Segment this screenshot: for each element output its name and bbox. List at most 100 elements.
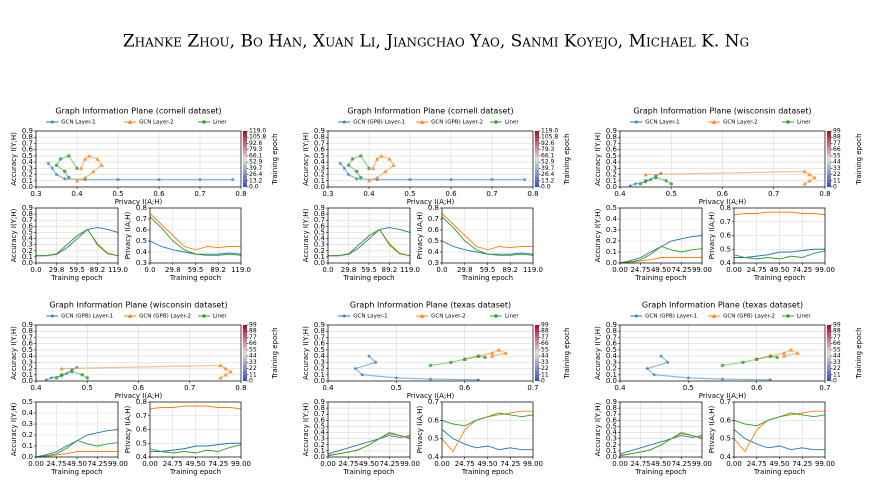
data-point [366, 178, 372, 183]
y-tick-label: 0.5 [22, 228, 33, 236]
x-tick-label: 89.2 [210, 266, 226, 274]
plot-frame [619, 401, 703, 458]
y-tick-label: 0.5 [606, 204, 617, 212]
x-tick-label: 0.3 [322, 190, 333, 198]
y-tick-label: 0.7 [720, 218, 731, 226]
colorbar-tick-label: 55 [541, 346, 549, 353]
y-tick-label: 0.2 [22, 431, 33, 439]
x-tick-label: 99.00 [231, 460, 251, 468]
x-tick-label: 89.2 [90, 266, 106, 274]
x-tick-label: 99.00 [692, 460, 712, 468]
series-line [620, 257, 702, 264]
y-tick-label: 0.0 [606, 377, 617, 385]
legend-label: Liner [505, 314, 519, 320]
x-axis-label: Training epoch [342, 468, 394, 476]
y-tick-label: 0.9 [22, 127, 33, 135]
colorbar-tick-label: 0.0 [541, 184, 551, 191]
chart-title: Graph Information Plane (cornell dataset… [55, 107, 221, 116]
y-tick-label: 0.3 [314, 164, 325, 172]
data-point [62, 169, 67, 174]
y-tick-label: 0.4 [606, 429, 618, 437]
y-tick-label: 0.9 [314, 127, 325, 135]
y-tick-label: 0.3 [314, 241, 325, 249]
y-tick-label: 0.9 [314, 204, 325, 212]
data-point [67, 175, 71, 180]
y-tick-label: 0.2 [314, 365, 325, 373]
data-point [812, 175, 817, 180]
x-tick-label: 0.4 [322, 384, 334, 392]
y-tick-label: 0.4 [314, 158, 326, 166]
x-axis-label: Privacy I(A;H) [699, 198, 747, 206]
y-axis-label: Accuracy I(Y;H) [302, 132, 310, 186]
data-point [353, 366, 358, 371]
y-tick-label: 0.0 [22, 377, 33, 385]
x-tick-label: 0.00 [434, 460, 450, 468]
y-axis-label: Accuracy I(Y;H) [302, 402, 310, 456]
x-axis-label: Privacy I(A;H) [407, 198, 455, 206]
y-tick-label: 0.1 [314, 177, 325, 185]
y-tick-label: 0.4 [22, 235, 34, 243]
y-tick-label: 0.5 [314, 346, 325, 354]
colorbar-tick-label: 88 [833, 328, 841, 335]
colorbar-tick-label: 0 [833, 378, 837, 385]
data-point [375, 156, 380, 161]
series-line [328, 228, 411, 257]
colorbar-tick-label: 22 [541, 365, 549, 372]
legend-marker [634, 313, 639, 318]
y-tick-label: 0.9 [22, 204, 33, 212]
legend-label: GCN Layer-1 [645, 120, 679, 126]
y-tick-label: 0.0 [314, 453, 325, 461]
series-line [150, 442, 241, 452]
y-tick-label: 0.4 [720, 259, 732, 267]
legend-marker [127, 313, 133, 318]
x-axis-label: Training epoch [461, 274, 513, 282]
data-point [807, 178, 812, 183]
data-point [338, 161, 343, 166]
data-point [628, 183, 633, 188]
x-tick-label: 74.25 [671, 266, 691, 274]
y-tick-label: 0.7 [136, 412, 147, 420]
y-tick-label: 0.4 [136, 453, 148, 461]
y-tick-label: 0.4 [22, 352, 34, 360]
legend-marker [711, 313, 717, 318]
x-axis-label: Privacy I(A;H) [115, 392, 163, 400]
colorbar-tick-label: 119.0 [541, 128, 558, 135]
series-line [149, 405, 242, 410]
y-tick-label: 0.7 [314, 216, 325, 224]
legend-label: Liner [213, 120, 227, 126]
data-point [428, 376, 433, 381]
colorbar-tick-label: 79.3 [249, 146, 263, 153]
y-axis-label: Accuracy I(Y;H) [302, 208, 310, 262]
y-axis-label: Privacy I(A;H) [708, 405, 716, 453]
x-tick-label: 74.25 [792, 266, 812, 274]
y-tick-label: 0.5 [606, 152, 617, 160]
colorbar-label: Training epoch [563, 133, 571, 185]
data-point [754, 357, 759, 361]
y-axis-label: Privacy I(A;H) [708, 211, 716, 259]
y-tick-label: 0.9 [606, 127, 617, 135]
y-tick-label: 0.2 [22, 171, 33, 179]
data-point [483, 355, 487, 360]
data-point [391, 163, 396, 167]
x-axis-label: Privacy I(A;H) [407, 392, 455, 400]
y-tick-label: 0.6 [720, 416, 732, 424]
y-axis-label: Accuracy I(Y;H) [10, 326, 18, 380]
chart-title: Graph Information Plane (texas dataset) [350, 301, 511, 310]
y-tick-label: 0.6 [606, 146, 618, 154]
data-point [638, 182, 643, 186]
colorbar-tick-label: 0.0 [249, 184, 259, 191]
colorbar-tick-label: 44 [541, 353, 549, 360]
legend-label: Liner [213, 314, 227, 320]
y-tick-label: 0.6 [720, 232, 732, 240]
colorbar-tick-label: 26.4 [541, 171, 555, 178]
x-tick-label: 0.5 [112, 190, 123, 198]
data-point [50, 166, 55, 171]
colorbar-tick-label: 33 [541, 359, 549, 366]
x-tick-label: 0.6 [751, 384, 763, 392]
x-tick-label: 0.7 [194, 190, 205, 198]
y-tick-label: 0.8 [720, 204, 731, 212]
y-tick-label: 0.7 [720, 398, 731, 406]
x-tick-label: 0.8 [527, 190, 538, 198]
y-tick-label: 0.3 [22, 164, 33, 172]
